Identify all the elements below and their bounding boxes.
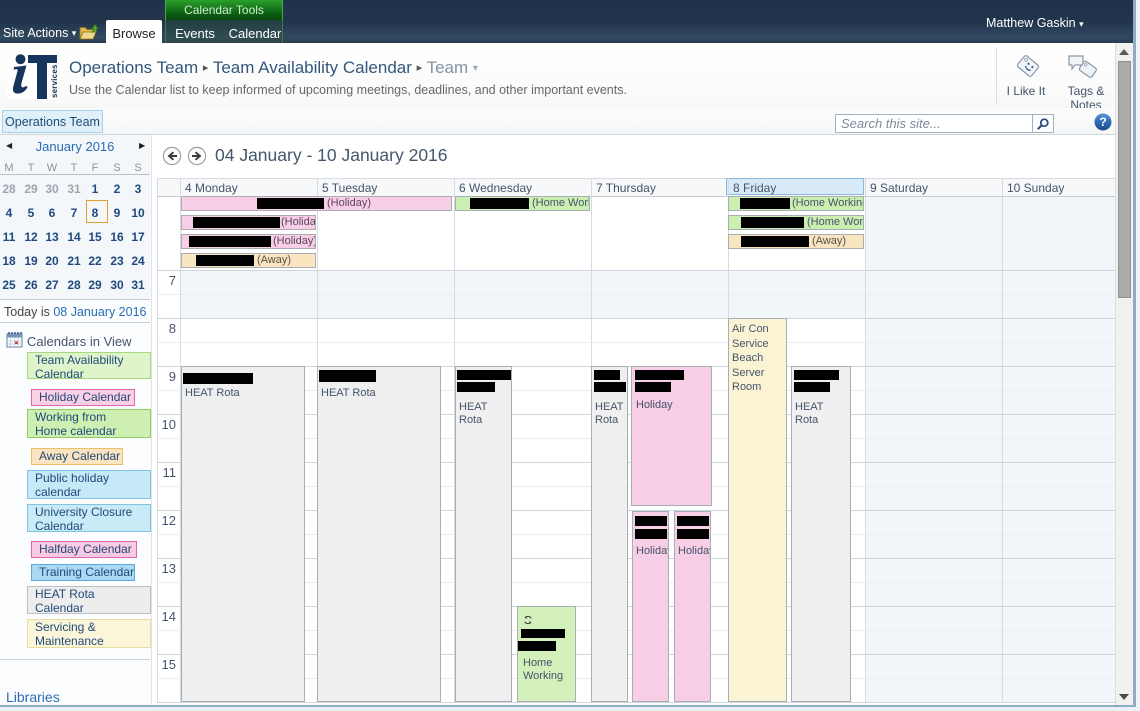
svg-text:?: ? [1099,115,1106,129]
